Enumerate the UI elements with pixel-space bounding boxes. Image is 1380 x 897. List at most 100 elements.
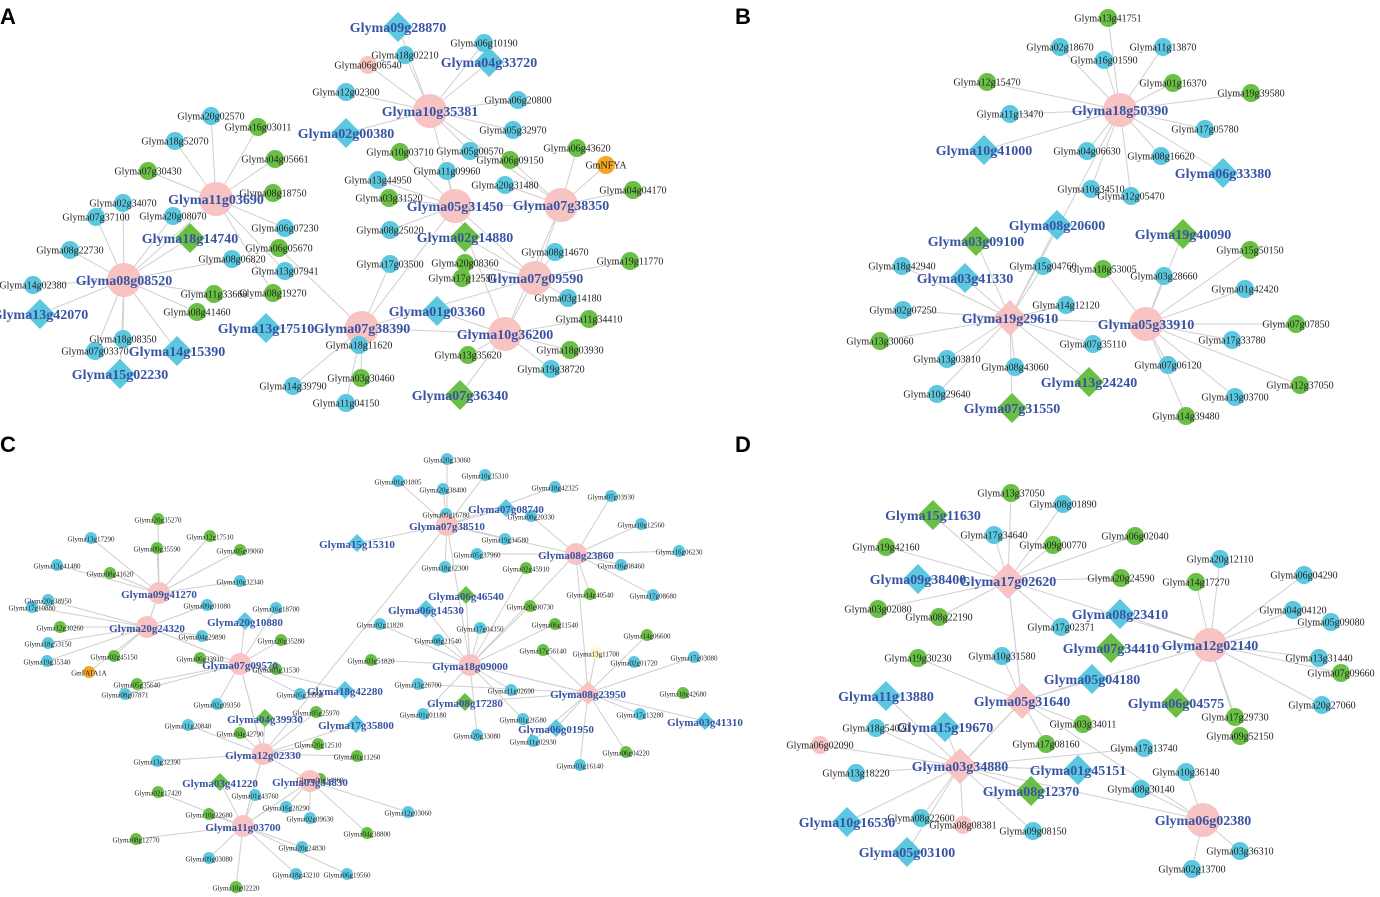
gene-node: [867, 719, 885, 737]
gene-label: Glyma08g22190: [905, 613, 972, 624]
gene-node: [252, 743, 274, 765]
gene-label: Glyma19g40090: [1135, 228, 1231, 243]
gene-node: [369, 171, 387, 189]
network-edge: [239, 663, 346, 691]
gene-label: Glyma15g04760: [1009, 262, 1076, 273]
network-edge: [469, 623, 556, 666]
gene-node: [130, 833, 142, 845]
network-edge: [879, 317, 1011, 342]
gene-node: [1241, 241, 1259, 259]
gene-diamond-node: [871, 681, 901, 711]
gene-label: Glyma09g00770: [1019, 541, 1086, 552]
gene-label: Glyma04g04170: [599, 186, 666, 197]
gene-node: [1177, 763, 1195, 781]
gene-label: Glyma08g12370: [983, 785, 1079, 800]
gene-diamond-node: [1074, 367, 1104, 397]
gene-label: Glyma10g16530: [799, 816, 895, 831]
gene-label: Glyma07g35110: [1060, 340, 1127, 351]
gene-label: Glyma18g42280: [307, 686, 383, 698]
hub-edge: [454, 204, 562, 207]
gene-label: Glyma07g03370: [61, 347, 128, 358]
gene-label: Glyma05g04180: [1044, 673, 1140, 688]
gene-label: Glyma02g45150: [90, 654, 138, 662]
gene-label: Glyma12g02330: [225, 750, 301, 762]
gene-node: [985, 526, 1003, 544]
gene-label: Glyma09g08150: [999, 827, 1066, 838]
gene-node: [544, 188, 578, 222]
hub-edge: [361, 327, 506, 335]
gene-label: Glyma20g08070: [139, 212, 206, 223]
gene-label: Glyma06g04575: [1128, 697, 1224, 712]
gene-diamond-node: [1016, 776, 1046, 806]
gene-label: Glyma08g41460: [163, 308, 230, 319]
gene-label: Glyma19g42160: [852, 543, 919, 554]
gene-label: Glyma07g38390: [314, 322, 410, 337]
gene-label: Glyma13g35620: [434, 351, 501, 362]
gene-diamond-node: [450, 222, 480, 252]
gene-node: [499, 533, 511, 545]
gene-label: Glyma14g39480: [1152, 412, 1219, 423]
gene-node: [439, 561, 451, 573]
gene-node: [561, 341, 579, 359]
network-edge: [158, 549, 241, 594]
gene-label: Glyma07g37100: [62, 213, 129, 224]
gene-label: Glyma17g34640: [960, 531, 1027, 542]
network-edge: [46, 626, 148, 662]
gene-label: Glyma10g12560: [617, 522, 665, 530]
gene-label: Glyma11g03690: [168, 193, 264, 208]
gene-diamond-node: [175, 223, 205, 253]
gene-label: Glyma18g03930: [536, 346, 603, 357]
gene-node: [119, 688, 131, 700]
network-edge: [1209, 644, 1342, 674]
gene-label: Glyma08g20330: [507, 514, 555, 522]
gene-label: Glyma14g15390: [129, 345, 225, 360]
gene-node: [647, 589, 659, 601]
gene-diamond-node: [950, 263, 980, 293]
gene-label: Glyma08g08381: [929, 821, 996, 832]
gene-node: [166, 132, 184, 150]
gene-label: Glyma20g35270: [134, 517, 182, 525]
gene-node: [266, 150, 284, 168]
gene-diamond-node: [961, 226, 991, 256]
gene-node: [871, 332, 889, 350]
gene-diamond-node: [497, 499, 515, 517]
gene-label: Glyma04g38800: [343, 831, 391, 839]
gene-label: Glyma06g04290: [1270, 571, 1337, 582]
gene-label: Glyma11g09960: [414, 167, 481, 178]
gene-label: Glyma10g35310: [461, 473, 509, 481]
gene-label: Glyma20g38950: [24, 598, 72, 606]
gene-label: Glyma01g26580: [499, 717, 547, 725]
gene-node: [249, 789, 261, 801]
network-edge: [575, 550, 680, 555]
gene-node: [1313, 696, 1331, 714]
network-edge: [1209, 644, 1320, 659]
gene-label: Glyma19g30230: [884, 654, 951, 665]
network-edge: [1119, 92, 1252, 111]
gene-node: [565, 543, 587, 565]
gene-label: Glyma06g19560: [323, 872, 371, 880]
gene-node: [381, 255, 399, 273]
gene-node: [61, 241, 79, 259]
network-edge: [986, 81, 1121, 111]
gene-label: Glyma09g16780: [422, 512, 470, 520]
gene-node: [234, 544, 246, 556]
gene-node: [1187, 573, 1205, 591]
gene-label: Glyma06g09150: [476, 156, 543, 167]
network-edge: [901, 265, 1011, 319]
network-edge: [575, 495, 612, 555]
gene-diamond-node: [347, 715, 365, 733]
hub-edge: [446, 524, 577, 555]
gene-label: Glyma03g41220: [182, 778, 258, 790]
gene-label: Glyma05g31640: [974, 695, 1070, 710]
gene-label: Glyma03g34011: [1050, 720, 1117, 731]
gene-label: Glyma01g43760: [231, 793, 279, 801]
gene-diamond-node: [1096, 633, 1126, 663]
hub-edge: [1021, 700, 1204, 821]
gene-diamond-node: [1168, 219, 1198, 249]
gene-label: Glyma15g02230: [72, 368, 168, 383]
gene-label: Glyma16g18700: [252, 606, 300, 614]
gene-node: [196, 630, 208, 642]
gene-node: [1057, 296, 1075, 314]
gene-node: [1159, 356, 1177, 374]
network-edge: [422, 664, 471, 715]
